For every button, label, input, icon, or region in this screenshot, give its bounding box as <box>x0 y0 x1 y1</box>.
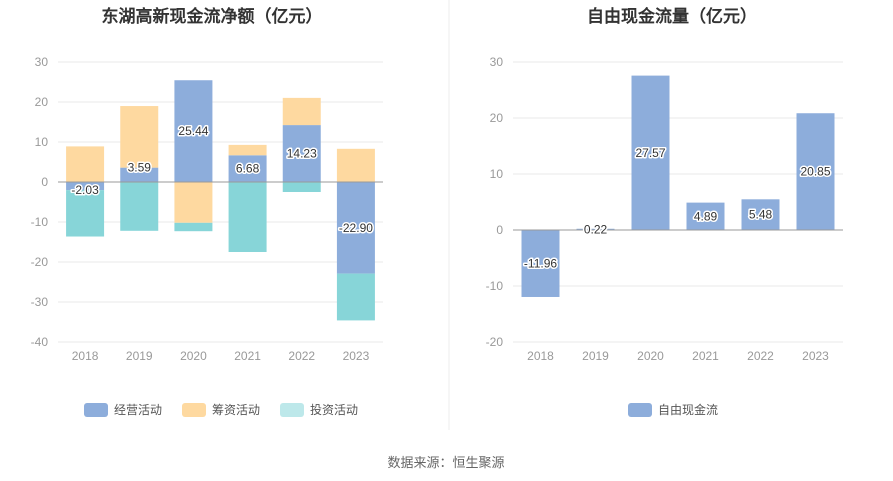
data-label: -11.96 <box>524 256 557 270</box>
legend-label[interactable]: 经营活动 <box>114 403 162 417</box>
legend-swatch[interactable] <box>84 403 108 417</box>
bar-自由现金流-2023 <box>796 113 835 230</box>
x-tick-label: 2018 <box>72 349 99 363</box>
bar-经营活动-2021 <box>228 155 267 182</box>
bar-筹资活动-2022 <box>282 97 321 126</box>
legend-item-经营活动[interactable]: 经营活动 <box>84 403 162 417</box>
data-label: 3.59 <box>128 161 152 175</box>
free-cash-flow-chart: 自由现金流量（亿元） 30 20 10 0 -10 -20 -11.96 0.22 27.57… <box>486 6 843 417</box>
data-label: 5.48 <box>749 208 773 222</box>
y-tick-label: -20 <box>486 335 504 349</box>
data-label: 25.44 <box>178 124 208 138</box>
legend-swatch[interactable] <box>280 403 304 417</box>
data-label: 6.68 <box>236 162 260 176</box>
y-tick-label: 20 <box>490 111 504 125</box>
right-grid <box>513 61 843 343</box>
right-bars <box>521 75 835 297</box>
left-chart-title: 东湖高新现金流净额（亿元） <box>102 6 323 26</box>
x-tick-label: 2021 <box>234 349 261 363</box>
bar-自由现金流-2022 <box>741 199 780 230</box>
right-x-axis: 2018 2019 2020 2021 2022 2023 <box>527 349 829 363</box>
bar-投资活动-2023 <box>336 273 375 321</box>
y-tick-label: -20 <box>31 255 49 269</box>
y-tick-label: 10 <box>490 167 504 181</box>
right-legend[interactable]: 自由现金流 <box>628 402 718 417</box>
x-tick-label: 2022 <box>288 349 315 363</box>
x-tick-label: 2023 <box>343 349 370 363</box>
left-legend[interactable]: 经营活动 筹资活动 投资活动 <box>84 402 358 417</box>
y-tick-label: 0 <box>41 175 48 189</box>
x-tick-label: 2022 <box>747 349 774 363</box>
y-tick-label: 10 <box>35 135 49 149</box>
data-label: 20.85 <box>800 165 830 179</box>
right-y-axis: 30 20 10 0 -10 -20 <box>486 55 504 349</box>
bar-投资活动-2018 <box>66 190 105 237</box>
legend-swatch[interactable] <box>628 403 652 417</box>
y-tick-label: 30 <box>490 55 504 69</box>
legend-item-投资活动[interactable]: 投资活动 <box>280 402 358 417</box>
bar-投资活动-2022 <box>282 182 321 192</box>
bar-投资活动-2021 <box>228 182 267 252</box>
left-grid <box>58 61 383 343</box>
bar-筹资活动-2021 <box>228 144 267 156</box>
x-tick-label: 2020 <box>180 349 207 363</box>
legend-item-筹资活动[interactable]: 筹资活动 <box>182 403 260 417</box>
y-tick-label: -30 <box>31 295 49 309</box>
legend-swatch[interactable] <box>182 403 206 417</box>
y-tick-label: 30 <box>35 55 49 69</box>
left-x-axis: 2018 2019 2020 2021 2022 2023 <box>72 349 370 363</box>
x-tick-label: 2019 <box>126 349 153 363</box>
bar-筹资活动-2020 <box>174 182 213 223</box>
data-source: 数据来源：恒生聚源 <box>387 455 504 470</box>
legend-label[interactable]: 自由现金流 <box>658 402 718 417</box>
bar-经营活动-2023 <box>336 182 375 274</box>
y-tick-label: 0 <box>496 223 503 237</box>
y-tick-label: -10 <box>31 215 49 229</box>
x-tick-label: 2021 <box>692 349 719 363</box>
bar-投资活动-2019 <box>120 182 159 231</box>
right-data-labels: -11.96 0.22 27.57 4.89 5.48 20.85 <box>522 144 832 272</box>
x-tick-label: 2018 <box>527 349 554 363</box>
y-tick-label: 20 <box>35 95 49 109</box>
data-label: 14.23 <box>287 147 317 161</box>
bar-筹资活动-2023 <box>336 148 375 182</box>
right-chart-title: 自由现金流量（亿元） <box>587 6 757 26</box>
data-label: 27.57 <box>635 146 665 160</box>
bar-投资活动-2020 <box>174 222 213 232</box>
bar-经营活动-2018 <box>66 182 105 191</box>
left-y-axis: 30 20 10 0 -10 -20 -30 -40 <box>31 55 49 349</box>
data-label: 4.89 <box>694 209 718 223</box>
bar-经营活动-2019 <box>120 167 159 182</box>
legend-label[interactable]: 筹资活动 <box>212 403 260 417</box>
data-label: 0.22 <box>584 222 608 236</box>
left-data-labels: -2.03 3.59 25.44 6.68 14.23 -22.90 <box>70 123 375 237</box>
data-label: -22.90 <box>339 221 373 235</box>
bar-自由现金流-2020 <box>631 75 670 230</box>
bar-自由现金流-2019 <box>576 228 615 230</box>
data-label: -2.03 <box>71 183 99 197</box>
y-tick-label: -40 <box>31 335 49 349</box>
legend-item-自由现金流[interactable]: 自由现金流 <box>628 402 718 417</box>
net-cash-flow-chart: 东湖高新现金流净额（亿元） 30 20 10 0 -10 -20 -30 -40 -2.03 3… <box>31 6 383 417</box>
x-tick-label: 2020 <box>637 349 664 363</box>
bar-经营活动-2020 <box>174 80 213 182</box>
x-tick-label: 2019 <box>582 349 609 363</box>
left-bars <box>66 80 375 321</box>
legend-label[interactable]: 投资活动 <box>310 402 358 417</box>
bar-自由现金流-2018 <box>521 230 560 297</box>
y-tick-label: -10 <box>486 279 504 293</box>
bar-自由现金流-2021 <box>686 202 725 230</box>
bar-经营活动-2022 <box>282 125 321 182</box>
bar-筹资活动-2018 <box>66 146 105 182</box>
x-tick-label: 2023 <box>802 349 829 363</box>
bar-筹资活动-2019 <box>120 106 159 168</box>
